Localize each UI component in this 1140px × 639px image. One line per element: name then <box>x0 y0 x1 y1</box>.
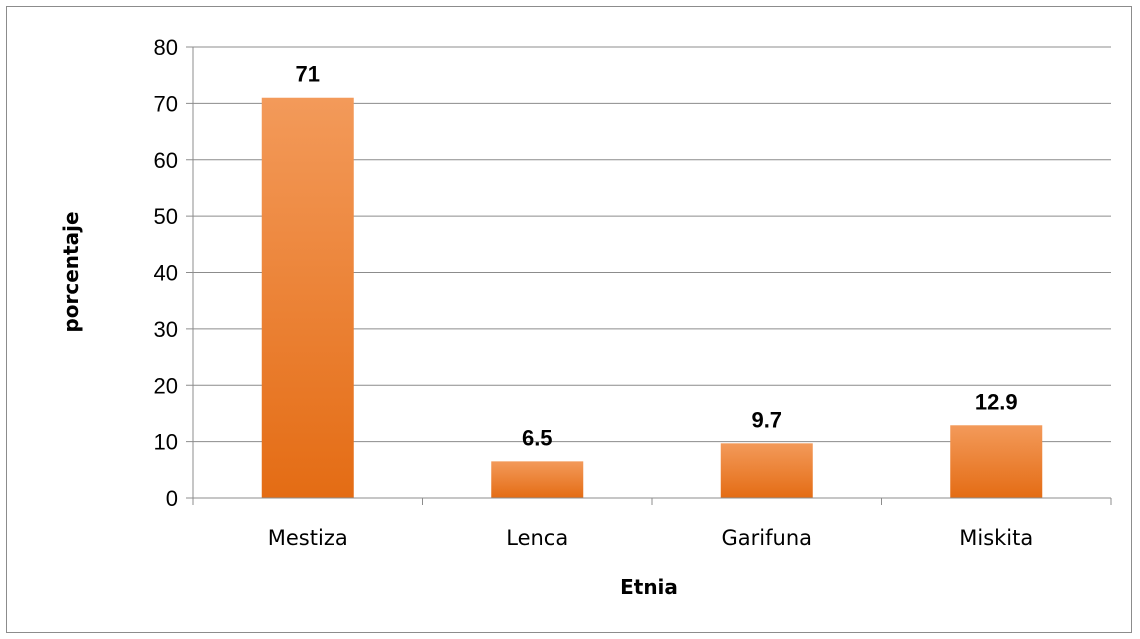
data-label: 9.7 <box>751 407 782 432</box>
y-tick-label: 50 <box>154 204 178 229</box>
y-tick-label: 70 <box>154 91 178 116</box>
x-tick-label: Garifuna <box>722 526 813 550</box>
x-tick-label: Miskita <box>959 526 1033 550</box>
data-label: 6.5 <box>522 425 553 450</box>
y-tick-label: 60 <box>154 148 178 173</box>
y-axis-ticks: 0 10 20 30 40 50 60 70 80 <box>154 35 193 511</box>
bars <box>261 97 1043 499</box>
y-tick-label: 0 <box>166 486 178 511</box>
y-tick-label: 80 <box>154 35 178 60</box>
data-label: 71 <box>296 62 320 87</box>
y-tick-label: 40 <box>154 261 178 286</box>
data-label: 12.9 <box>975 389 1018 414</box>
x-tick-label: Lenca <box>506 526 568 550</box>
y-tick-label: 10 <box>154 430 178 455</box>
bar <box>491 461 584 498</box>
y-tick-label: 30 <box>154 317 178 342</box>
bar <box>720 443 813 498</box>
bar <box>261 97 354 499</box>
x-axis-ticks: Mestiza Lenca Garifuna Miskita <box>192 498 1112 550</box>
bar <box>950 425 1043 498</box>
y-axis-title: porcentaje <box>59 211 83 332</box>
y-tick-label: 20 <box>154 373 178 398</box>
x-tick-label: Mestiza <box>268 526 348 550</box>
data-labels: 71 6.5 9.7 12.9 <box>296 62 1018 451</box>
x-axis-title: Etnia <box>620 575 678 599</box>
chart-frame <box>6 6 1132 633</box>
